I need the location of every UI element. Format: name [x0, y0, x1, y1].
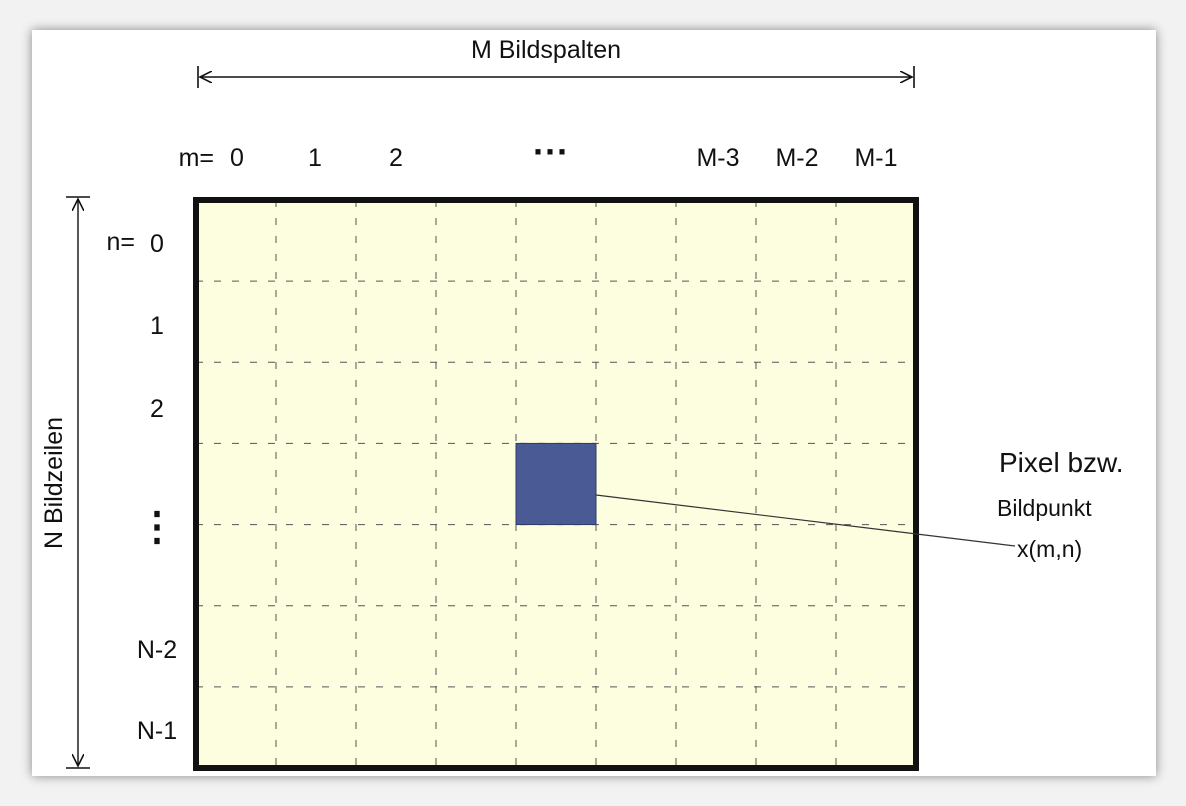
grid-border [193, 197, 919, 771]
column-ellipsis: ··· [533, 131, 569, 172]
row-ellipsis: ⋮ [137, 505, 177, 549]
pixel-pointer-line [595, 494, 1016, 547]
column-label: M-2 [775, 144, 818, 172]
column-label: 1 [308, 144, 322, 172]
row-label: 1 [150, 312, 164, 340]
column-label: 2 [389, 144, 403, 172]
column-label: 0 [230, 144, 244, 172]
rows-arrow [66, 196, 90, 769]
n-prefix: n= [106, 228, 135, 256]
row-label: 0 [150, 230, 164, 258]
column-label: M-1 [854, 144, 897, 172]
pixel-label-line3: x(m,n) [1017, 536, 1082, 562]
pixel-grid [193, 197, 919, 771]
m-prefix: m= [179, 144, 214, 172]
row-label: N-2 [137, 636, 177, 664]
highlighted-pixel [515, 442, 597, 526]
rows-title: N Bildzeilen [40, 417, 68, 549]
columns-title: M Bildspalten [471, 36, 621, 64]
row-label: N-1 [137, 717, 177, 745]
pixel-label-line1: Pixel bzw. [999, 447, 1124, 478]
column-label: M-3 [696, 144, 739, 172]
columns-arrow [197, 66, 915, 88]
row-label: 2 [150, 395, 164, 423]
pixel-label-line2: Bildpunkt [997, 495, 1092, 521]
